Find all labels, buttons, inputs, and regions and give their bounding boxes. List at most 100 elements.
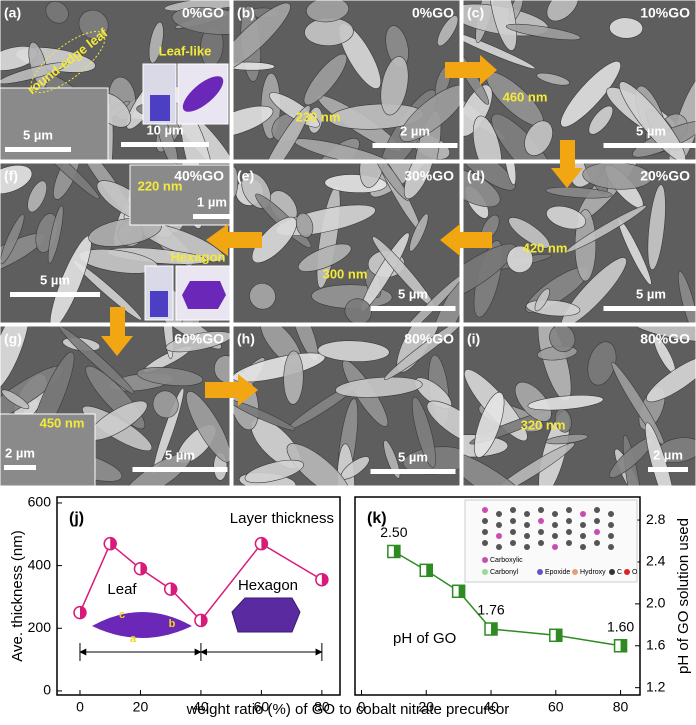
scale-bar-label: 5 µm bbox=[636, 123, 666, 138]
inset-label: Carboxylic bbox=[490, 557, 523, 564]
annotation: 230 nm bbox=[296, 109, 341, 124]
panel-label: (a) bbox=[4, 5, 21, 21]
legend-dot bbox=[624, 569, 630, 575]
scale-bar-label: 5 µm bbox=[398, 286, 428, 301]
atom bbox=[538, 529, 544, 535]
atom bbox=[496, 533, 502, 539]
scale-bar-label: 5 µm bbox=[398, 449, 428, 464]
annotation: 320 nm bbox=[521, 417, 566, 432]
annotation: Hexagon bbox=[238, 577, 298, 594]
annotation: 420 nm bbox=[523, 240, 568, 255]
atom bbox=[608, 544, 614, 550]
legend-dot bbox=[609, 569, 615, 575]
value-label: 2.50 bbox=[380, 524, 407, 540]
scale-bar-label: 1 µm bbox=[197, 194, 227, 209]
scale-bar-label: 2 µm bbox=[653, 447, 683, 462]
atom bbox=[496, 544, 502, 550]
atom bbox=[566, 518, 572, 524]
leaf-shape bbox=[92, 612, 192, 638]
atom bbox=[538, 518, 544, 524]
annotation: b bbox=[169, 618, 176, 630]
vial bbox=[150, 291, 168, 317]
y2-axis-title: pH of GO solution used bbox=[675, 518, 692, 674]
scale-bar bbox=[648, 467, 688, 472]
atom bbox=[580, 511, 586, 517]
scale-bar bbox=[133, 467, 228, 472]
atom bbox=[566, 507, 572, 513]
atom bbox=[524, 522, 530, 528]
atom bbox=[482, 507, 488, 513]
value-label: 1.60 bbox=[607, 618, 634, 634]
scale-bar bbox=[373, 143, 458, 148]
scale-bar bbox=[371, 306, 456, 311]
atom bbox=[552, 511, 558, 517]
atom bbox=[580, 533, 586, 539]
x-axis-title: weight ratio (%) of GO to cobalt nitrate… bbox=[186, 701, 510, 718]
atom bbox=[580, 522, 586, 528]
panel-label: (f) bbox=[4, 168, 18, 184]
annotation: 300 nm bbox=[323, 266, 368, 281]
atom bbox=[482, 529, 488, 535]
value-label: 1.76 bbox=[477, 602, 504, 618]
y-axis-title: Ave. thickness (nm) bbox=[9, 530, 26, 661]
legend-label: Layer thickness bbox=[230, 510, 334, 527]
legend-dot bbox=[572, 569, 578, 575]
panel-title: 60%GO bbox=[174, 331, 224, 347]
panel-title: 30%GO bbox=[404, 168, 454, 184]
atom bbox=[566, 529, 572, 535]
atom bbox=[552, 533, 558, 539]
y-tick-label: 1.6 bbox=[646, 636, 666, 652]
annotation: Leaf-like bbox=[159, 43, 212, 58]
scale-bar bbox=[371, 469, 456, 474]
x-tick-label: 60 bbox=[548, 699, 564, 715]
atom bbox=[580, 544, 586, 550]
atom bbox=[510, 518, 516, 524]
atom bbox=[510, 507, 516, 513]
atom bbox=[552, 522, 558, 528]
panel-title: 80%GO bbox=[640, 331, 690, 347]
atom bbox=[608, 533, 614, 539]
atom bbox=[594, 540, 600, 546]
annotation: Hexagon bbox=[171, 249, 226, 264]
panel-label: (b) bbox=[237, 5, 255, 21]
atom bbox=[482, 540, 488, 546]
legend-label: pH of GO bbox=[393, 630, 456, 647]
annotation: a bbox=[130, 633, 137, 645]
y-tick-label: 200 bbox=[28, 619, 52, 635]
marker-half bbox=[491, 623, 497, 635]
panel-label: (g) bbox=[4, 331, 22, 347]
legend-dot bbox=[482, 557, 488, 563]
atom bbox=[594, 507, 600, 513]
marker-half bbox=[556, 629, 562, 641]
annotation: 450 nm bbox=[40, 415, 85, 430]
atom bbox=[538, 507, 544, 513]
inset-label: Epoxide bbox=[545, 569, 570, 576]
legend-dot bbox=[482, 569, 488, 575]
scale-bar bbox=[604, 306, 696, 311]
y-tick-label: 600 bbox=[28, 494, 52, 510]
y-tick-label: 2.4 bbox=[646, 553, 666, 569]
marker-half bbox=[621, 640, 627, 652]
panel-title: 0%GO bbox=[182, 5, 224, 21]
atom bbox=[524, 544, 530, 550]
y-tick-label: 2.0 bbox=[646, 595, 666, 611]
atom bbox=[524, 511, 530, 517]
atom bbox=[482, 518, 488, 524]
marker-half bbox=[426, 564, 432, 576]
annotation: 460 nm bbox=[503, 89, 548, 104]
atom bbox=[510, 540, 516, 546]
scale-bar bbox=[4, 465, 36, 470]
inset-label: Hydroxy bbox=[580, 569, 606, 576]
scale-bar-label: 10 µm bbox=[146, 122, 183, 137]
legend-dot bbox=[537, 569, 543, 575]
panel-label: (i) bbox=[467, 331, 480, 347]
x-tick-label: 80 bbox=[613, 699, 629, 715]
y-tick-label: 1.2 bbox=[646, 678, 666, 694]
marker-half bbox=[459, 585, 465, 597]
panel-label: (d) bbox=[467, 168, 485, 184]
panel-label: (c) bbox=[467, 5, 484, 21]
hexagon-shape bbox=[232, 598, 300, 632]
